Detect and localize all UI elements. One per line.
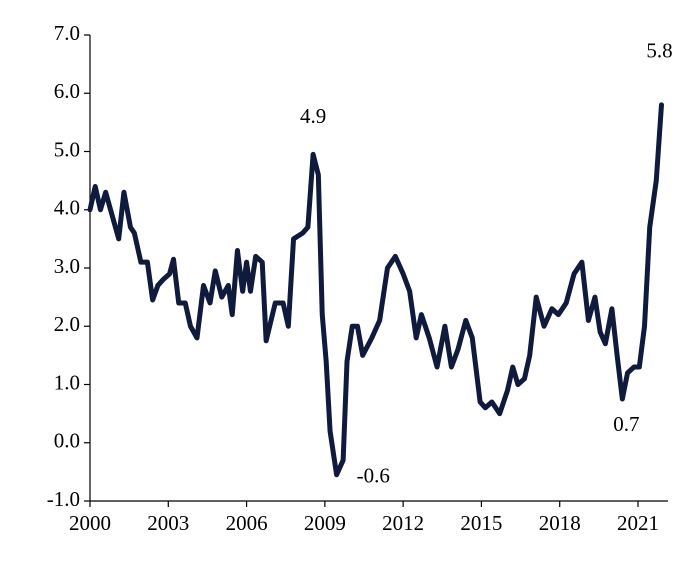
y-tick-label: 0.0 (54, 429, 80, 453)
y-tick-label: -1.0 (47, 487, 80, 511)
x-tick-label: 2015 (460, 511, 502, 535)
y-tick-label: 1.0 (54, 370, 80, 394)
y-tick-label: 3.0 (54, 254, 80, 278)
x-tick-label: 2006 (226, 511, 268, 535)
annotation: 4.9 (300, 104, 326, 128)
y-tick-label: 5.0 (54, 137, 80, 161)
x-tick-label: 2018 (539, 511, 581, 535)
annotation: 5.8 (646, 39, 672, 63)
x-tick-label: 2009 (304, 511, 346, 535)
annotation: -0.6 (357, 464, 390, 488)
x-tick-label: 2021 (617, 511, 659, 535)
x-tick-label: 2000 (69, 511, 111, 535)
x-tick-label: 2003 (147, 511, 189, 535)
x-tick-label: 2012 (382, 511, 424, 535)
y-tick-label: 6.0 (54, 79, 80, 103)
y-tick-label: 7.0 (54, 21, 80, 45)
line-series (87, 102, 664, 478)
annotation: 0.7 (613, 412, 639, 436)
y-tick-label: 4.0 (54, 196, 80, 220)
y-tick-label: 2.0 (54, 312, 80, 336)
